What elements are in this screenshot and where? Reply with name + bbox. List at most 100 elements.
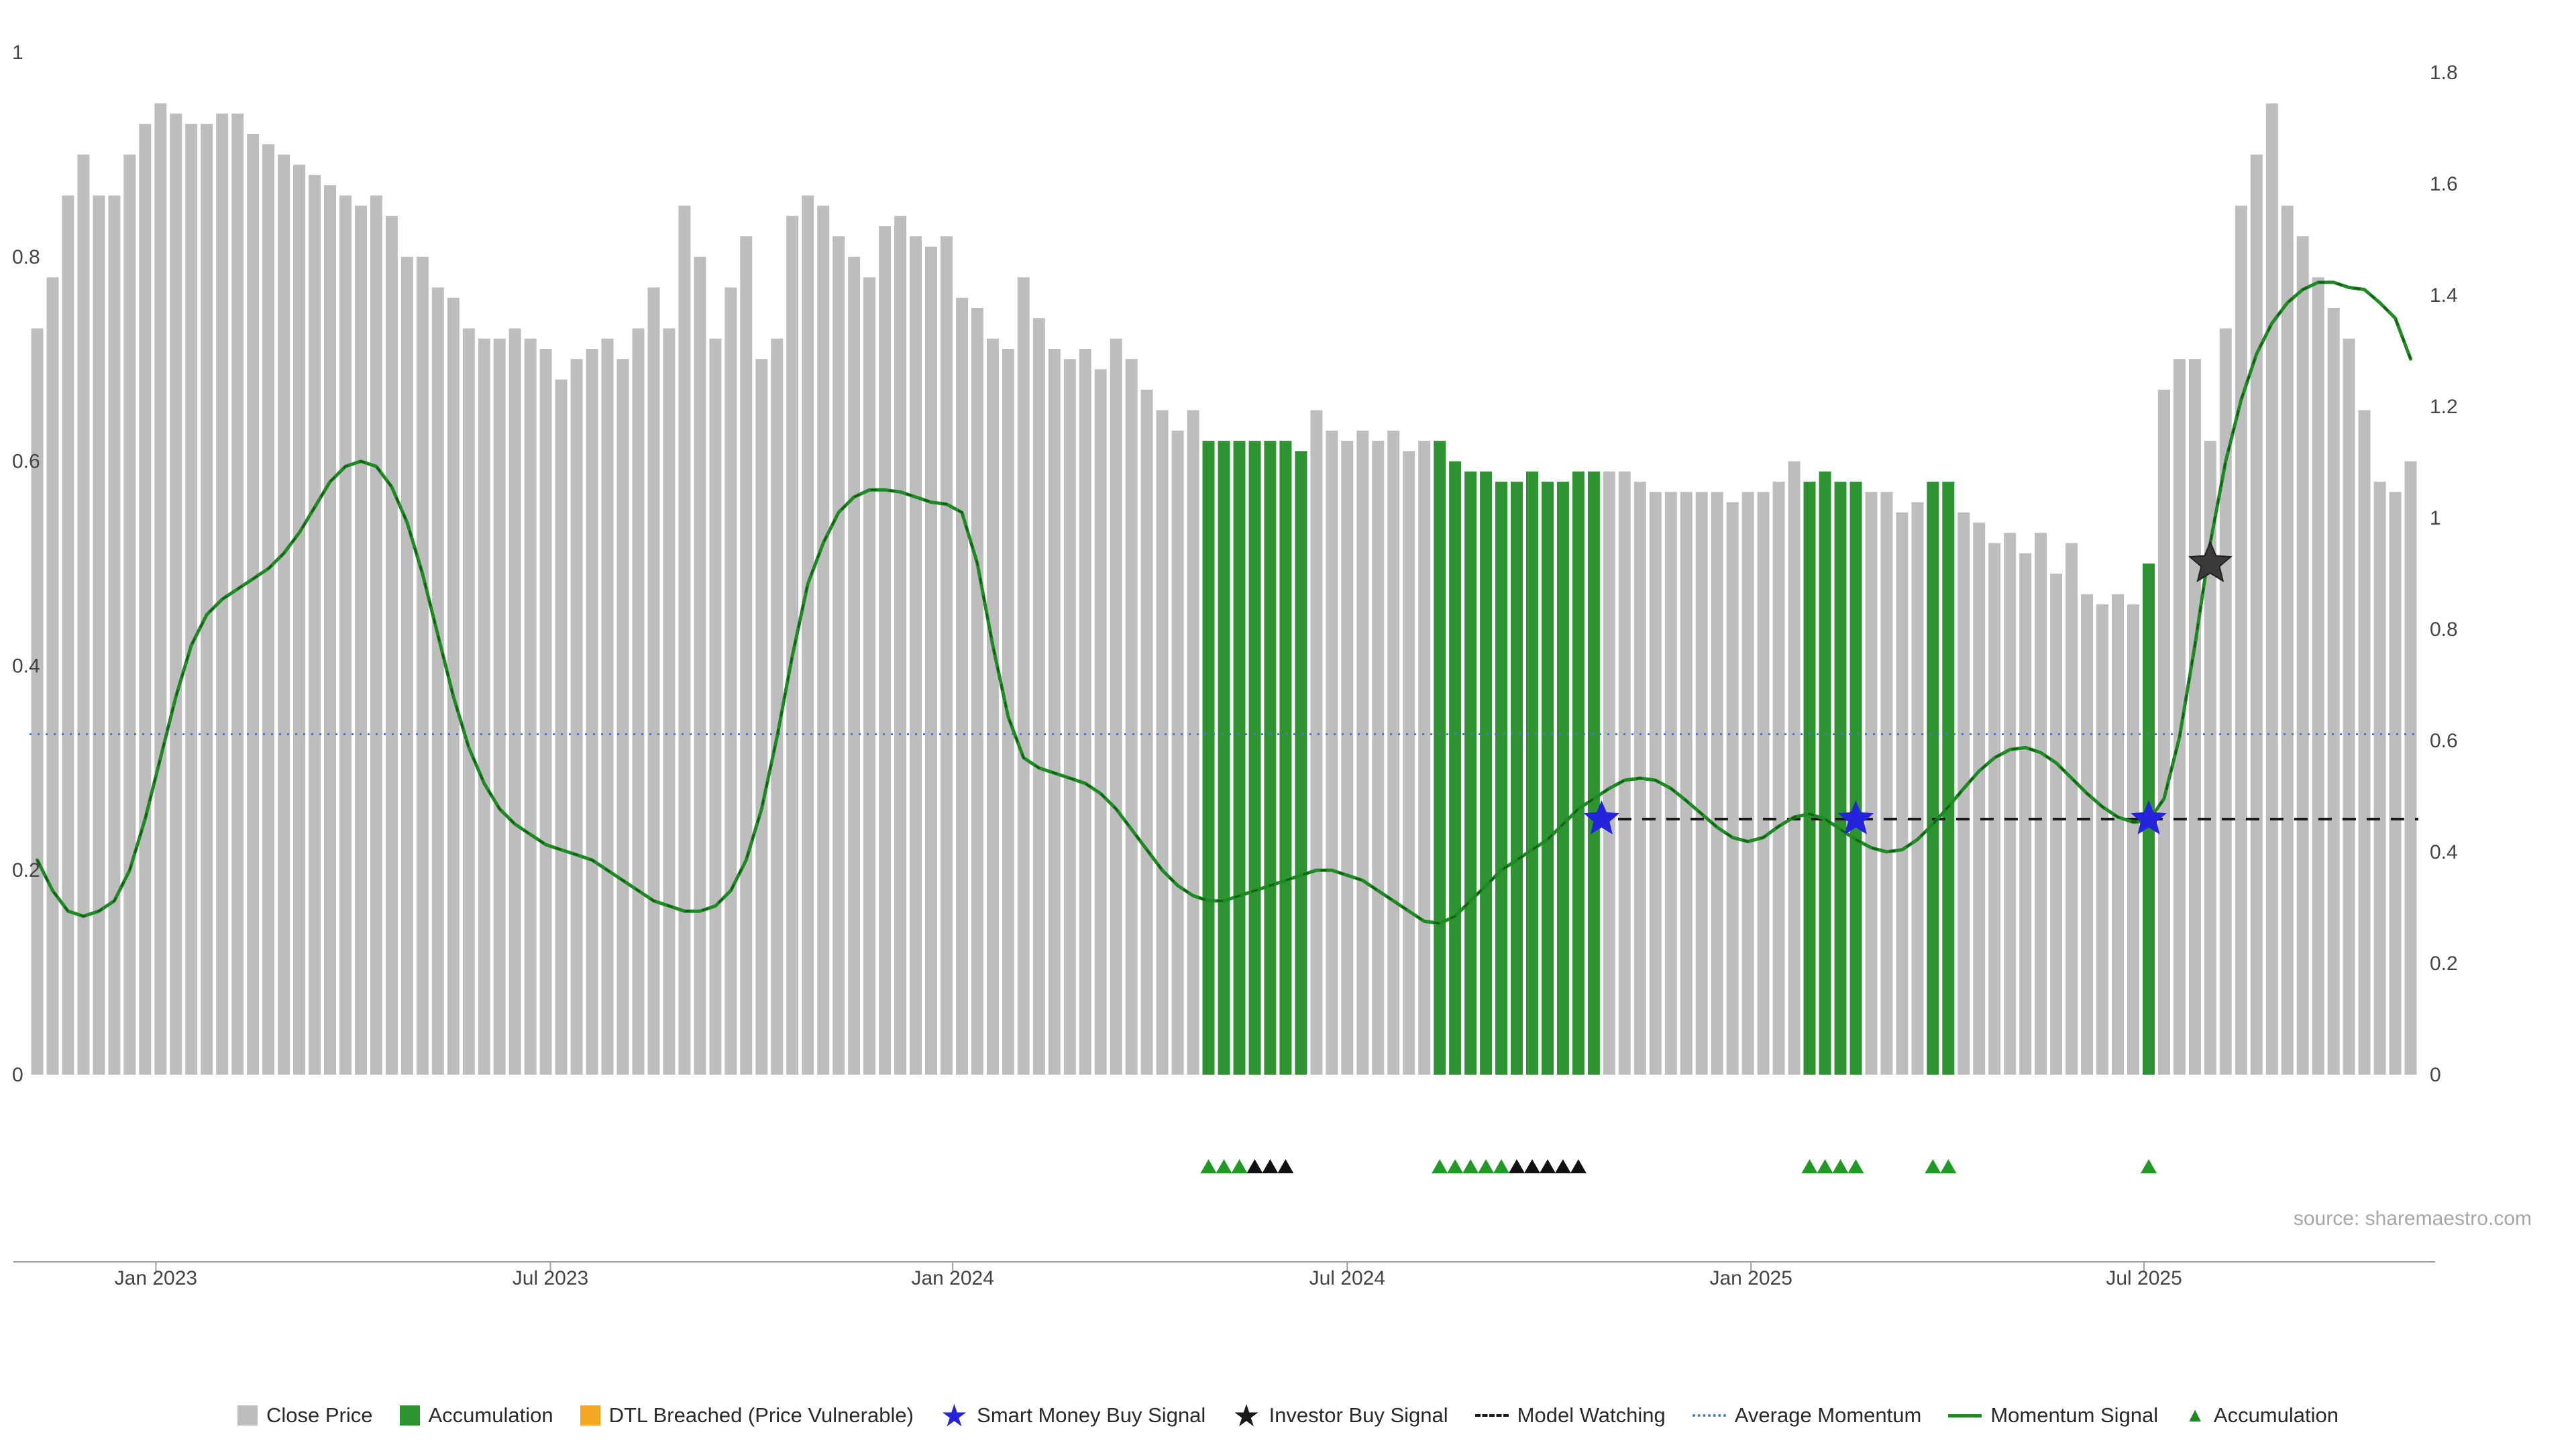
- accumulation-marker-black: [1246, 1159, 1263, 1173]
- momentum-signal-dash-overlay: [36, 281, 2412, 924]
- close-price-bar: [2235, 205, 2247, 1075]
- close-price-bar: [709, 338, 722, 1075]
- close-price-bar: [817, 205, 830, 1075]
- close-price-bar: [941, 236, 953, 1075]
- close-price-bar: [1341, 441, 1354, 1075]
- legend-label: Model Watching: [1517, 1403, 1666, 1427]
- close-price-bar: [1171, 430, 1184, 1075]
- legend-item-average-momentum: Average Momentum: [1692, 1403, 1921, 1428]
- close-price-bar: [1156, 410, 1169, 1075]
- close-price-bar: [154, 103, 167, 1075]
- right-axis-tick-label: 1.2: [2430, 396, 2458, 418]
- close-price-bar: [1356, 430, 1369, 1075]
- close-price-bar: [1140, 389, 1153, 1075]
- close-price-bar: [2219, 328, 2232, 1075]
- close-price-bar: [1711, 492, 1723, 1075]
- close-price-bar: [1649, 492, 1662, 1075]
- accumulation-bar: [1248, 441, 1261, 1075]
- legend-label: Smart Money Buy Signal: [977, 1403, 1206, 1427]
- close-price-bar: [1187, 410, 1199, 1075]
- close-price-bar: [1757, 492, 1770, 1075]
- close-price-bar: [771, 338, 784, 1075]
- accumulation-marker-green: [1447, 1159, 1464, 1173]
- accumulation-marker-green: [1216, 1159, 1232, 1173]
- accumulation-marker-green: [1817, 1159, 1833, 1173]
- close-price-bar: [1403, 451, 1415, 1075]
- legend-label: Investor Buy Signal: [1269, 1403, 1448, 1427]
- accumulation-bar: [1834, 482, 1847, 1075]
- close-price-bar: [863, 277, 876, 1075]
- close-price-bar: [139, 123, 152, 1075]
- green-triangle-icon: ▲: [2185, 1404, 2205, 1426]
- close-price-bar: [1618, 471, 1631, 1075]
- close-price-bar: [355, 205, 367, 1075]
- close-price-bar: [1063, 359, 1076, 1075]
- close-price-bar: [2081, 594, 2094, 1075]
- dtl-breached-swatch-icon: [580, 1405, 600, 1426]
- accumulation-bar: [1556, 482, 1569, 1075]
- left-axis-tick-label: 1: [12, 42, 23, 64]
- left-axis-tick-label: 0.6: [12, 451, 40, 473]
- accumulation-marker-green: [1925, 1159, 1941, 1173]
- accumulation-bar: [1587, 471, 1600, 1075]
- close-price-bar: [278, 154, 290, 1075]
- close-price-bar: [339, 195, 352, 1075]
- close-price-bar: [555, 379, 568, 1075]
- accumulation-marker-green: [1462, 1159, 1479, 1173]
- smart-money-buy-star: [2131, 800, 2167, 835]
- close-price-bar: [309, 174, 321, 1075]
- right-axis-tick-label: 1.4: [2430, 284, 2458, 307]
- legend-label: Momentum Signal: [1990, 1403, 2159, 1427]
- close-price-bar: [1387, 430, 1400, 1075]
- legend-label: DTL Breached (Price Vulnerable): [608, 1403, 914, 1427]
- close-price-bar: [1310, 410, 1323, 1075]
- close-price-bar: [1973, 523, 1986, 1075]
- close-price-bar: [2250, 154, 2263, 1075]
- accumulation-marker-row: [1200, 1159, 2157, 1173]
- accumulation-bar: [1264, 441, 1277, 1075]
- close-price-bar: [879, 226, 892, 1075]
- close-price-bar: [2281, 205, 2294, 1075]
- right-axis-tick-label: 0.2: [2430, 953, 2458, 975]
- close-price-bar: [1048, 349, 1061, 1075]
- close-price-bar: [1664, 492, 1677, 1075]
- right-axis-tick-label: 0.4: [2430, 841, 2458, 863]
- close-price-bar: [786, 215, 799, 1075]
- close-price-bar: [616, 359, 629, 1075]
- accumulation-bar: [1434, 441, 1446, 1075]
- investor-buy-star: [2188, 540, 2233, 583]
- close-price-bar: [2188, 359, 2201, 1075]
- right-axis-tick-label: 1.6: [2430, 173, 2458, 195]
- close-price-bar: [2035, 533, 2047, 1075]
- close-price-bar: [586, 349, 598, 1075]
- close-price-bar: [2004, 533, 2017, 1075]
- accumulation-bar: [1927, 482, 1939, 1075]
- close-price-bar: [2343, 338, 2355, 1075]
- close-price-bar: [170, 113, 182, 1075]
- legend-item-close-price: Close Price: [237, 1403, 373, 1428]
- close-price-bar: [123, 154, 136, 1075]
- close-price-bar: [570, 359, 583, 1075]
- close-price-bar: [93, 195, 105, 1075]
- close-price-bar: [2019, 553, 2032, 1075]
- close-price-bar: [2112, 594, 2124, 1075]
- close-price-bar: [324, 185, 336, 1075]
- accumulation-bar: [1526, 471, 1538, 1075]
- legend-label: Close Price: [266, 1403, 373, 1427]
- accumulation-swatch-icon: [399, 1405, 420, 1426]
- accumulation-bar: [1202, 441, 1215, 1075]
- close-price-bar: [247, 133, 260, 1075]
- close-price-bar: [925, 246, 937, 1075]
- accumulation-bar: [1279, 441, 1292, 1075]
- close-price-bar: [2312, 277, 2324, 1075]
- close-price-bar: [2204, 441, 2216, 1075]
- close-price-bar: [185, 123, 198, 1075]
- close-price-bar: [431, 287, 444, 1075]
- close-price-bar: [2265, 103, 2278, 1075]
- x-axis-tick-label: Jul 2025: [2106, 1267, 2182, 1289]
- accumulation-marker-green: [2141, 1159, 2157, 1173]
- accumulation-marker-green: [1493, 1159, 1509, 1173]
- accumulation-marker-green: [1200, 1159, 1217, 1173]
